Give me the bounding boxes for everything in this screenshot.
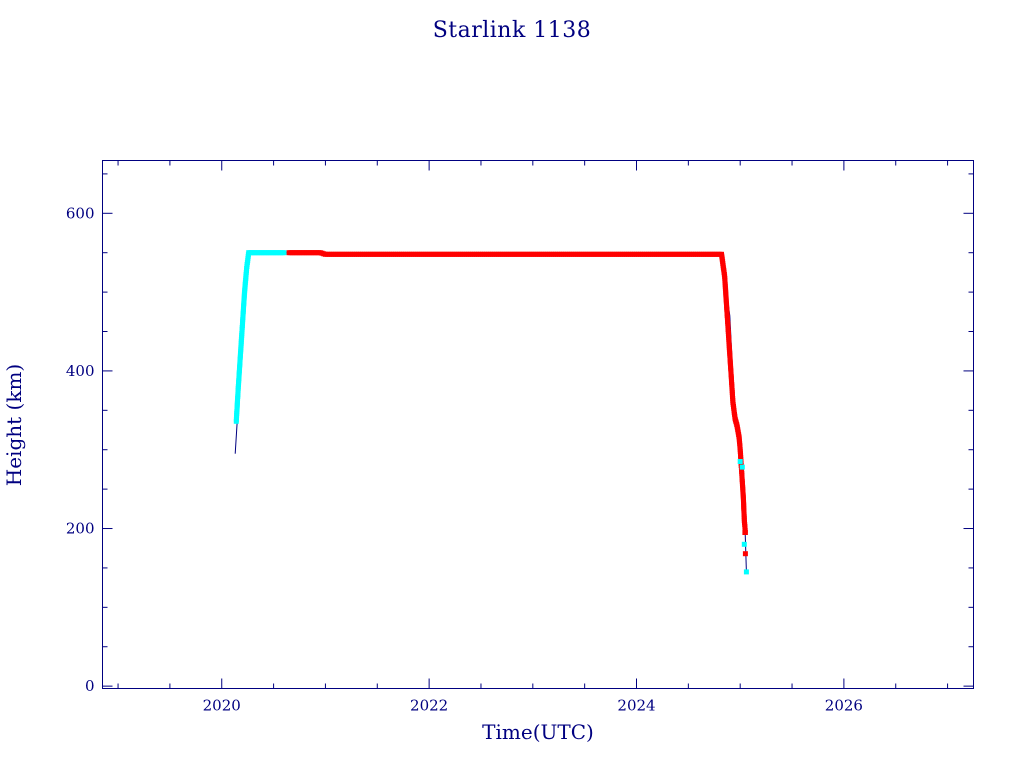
y-axis-label: Height (km) [2,364,26,486]
y-tick-label: 200 [66,520,95,538]
x-tick-label: 2020 [203,697,241,715]
tick-labels: 2020 2022 2024 2026 0 200 400 600 [66,204,863,714]
x-tick-label: 2026 [825,697,863,715]
data-point [281,250,287,256]
trajectory-line [234,252,747,572]
data-point [737,459,743,464]
chart-title: Starlink 1138 [433,18,592,43]
data-point [743,569,749,575]
y-tick-label: 0 [85,677,95,695]
y-tick-label: 400 [66,362,95,380]
plot-area [233,250,749,575]
data-point [742,530,748,535]
y-tick-label: 600 [66,204,95,222]
data-point [739,464,745,470]
data-point [741,541,747,547]
x-tick-label: 2022 [410,697,448,715]
x-axis-label: Time(UTC) [482,720,594,744]
plot-frame [102,160,974,689]
axis-ticks [102,160,974,689]
x-tick-label: 2024 [617,697,655,715]
data-point [742,551,748,557]
